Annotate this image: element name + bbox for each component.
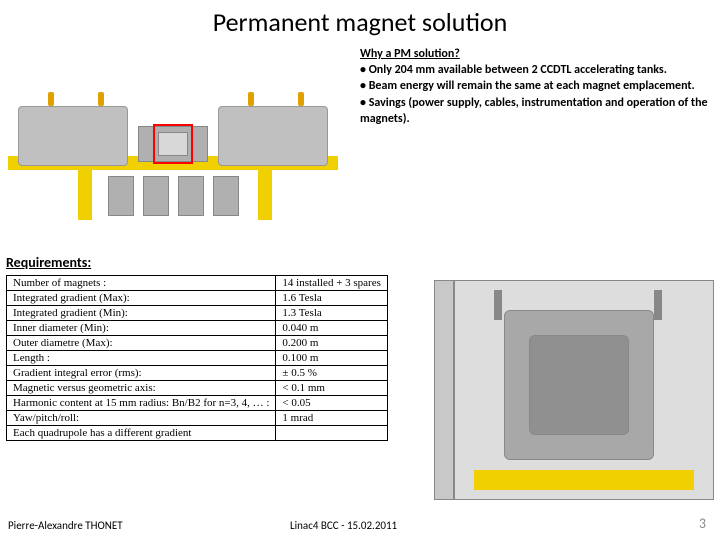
- requirements-heading: Requirements:: [6, 254, 720, 271]
- table-row: Magnetic versus geometric axis:< 0.1 mm: [7, 381, 388, 396]
- top-section: Why a PM solution? • Only 204 mm availab…: [0, 38, 720, 226]
- table-row: Inner diameter (Min):0.040 m: [7, 321, 388, 336]
- page-number: 3: [699, 515, 706, 532]
- table-row: Number of magnets :14 installed + 3 spar…: [7, 276, 388, 291]
- footer-author: Pierre-Alexandre THONET: [8, 519, 123, 532]
- why-heading: Why a PM solution?: [360, 47, 460, 61]
- why-bullet: • Beam energy will remain the same at ea…: [360, 79, 695, 93]
- table-row: Gradient integral error (rms):± 0.5 %: [7, 366, 388, 381]
- why-pm-solution-text: Why a PM solution? • Only 204 mm availab…: [348, 46, 712, 226]
- requirements-table: Number of magnets :14 installed + 3 spar…: [6, 275, 388, 441]
- table-row: Integrated gradient (Max):1.6 Tesla: [7, 291, 388, 306]
- table-row: Each quadrupole has a different gradient: [7, 426, 388, 441]
- red-highlight-box: [153, 124, 193, 164]
- footer-event: Linac4 BCC - 15.02.2011: [290, 519, 397, 532]
- table-row: Integrated gradient (Min):1.3 Tesla: [7, 306, 388, 321]
- table-row: Outer diametre (Max):0.200 m: [7, 336, 388, 351]
- cad-assembly-diagram: [8, 46, 348, 226]
- cad-detail-diagram: [434, 280, 714, 500]
- page-title: Permanent magnet solution: [0, 0, 720, 38]
- why-bullet: • Only 204 mm available between 2 CCDTL …: [360, 63, 667, 77]
- table-row: Harmonic content at 15 mm radius: Bn/B2 …: [7, 396, 388, 411]
- why-bullet: • Savings (power supply, cables, instrum…: [360, 96, 708, 126]
- table-row: Yaw/pitch/roll:1 mrad: [7, 411, 388, 426]
- table-row: Length :0.100 m: [7, 351, 388, 366]
